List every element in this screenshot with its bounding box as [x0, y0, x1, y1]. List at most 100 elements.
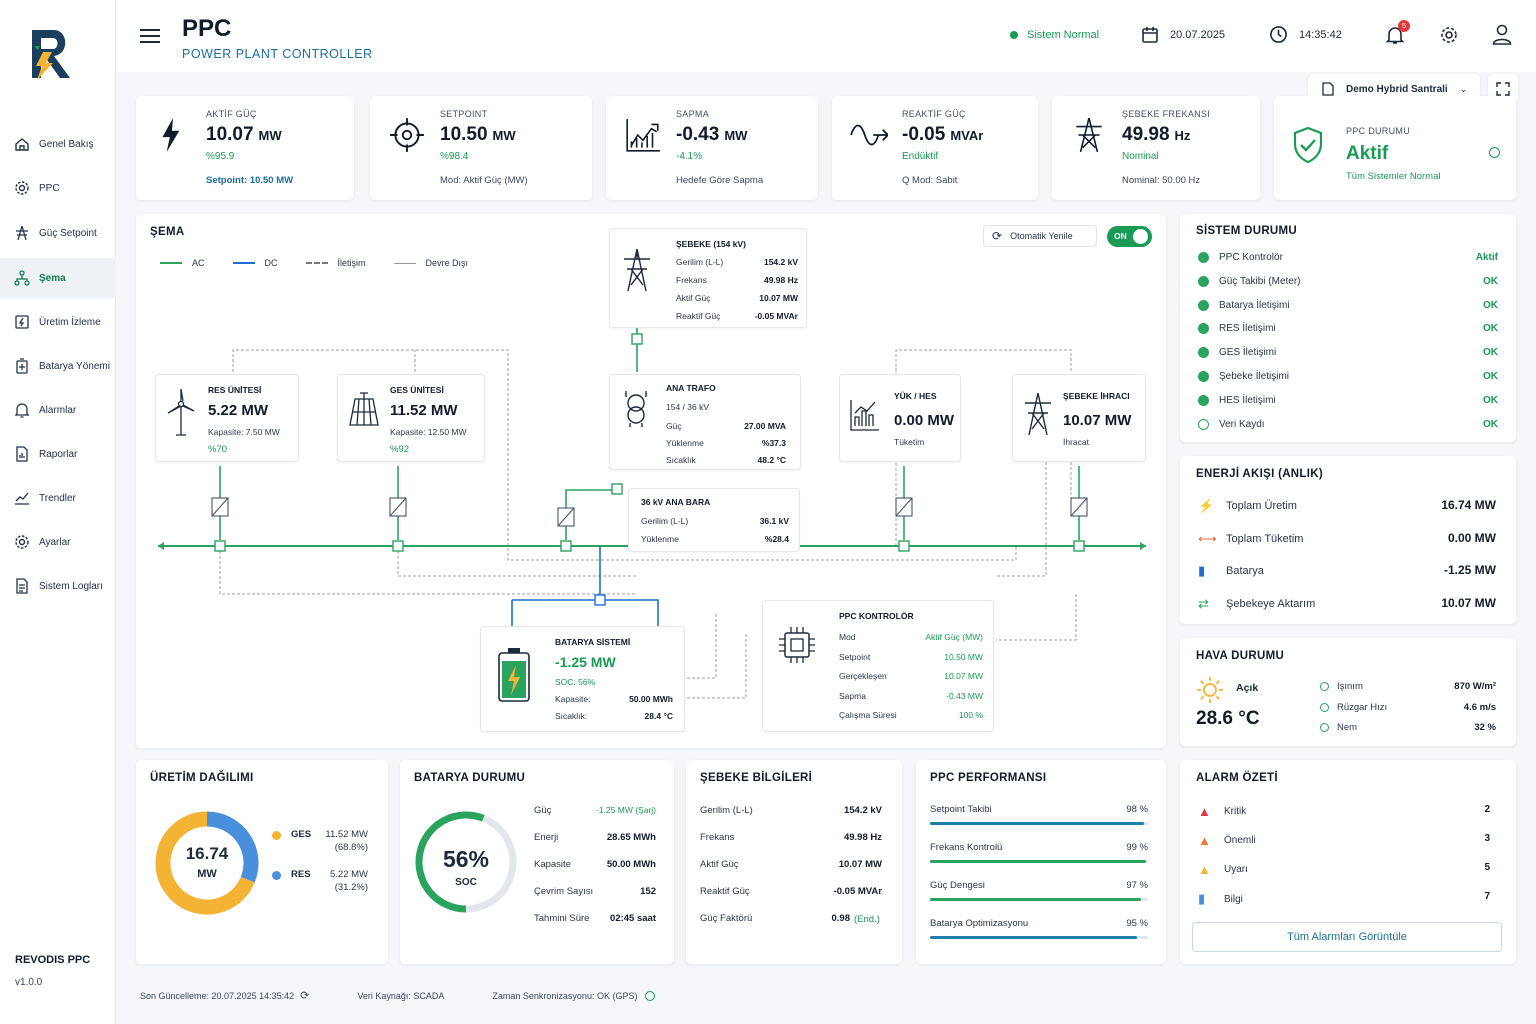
kpi-sub: Nominal — [1122, 151, 1159, 162]
ges-title: GES ÜNİTESİ — [390, 385, 444, 395]
row-value: %37.3 — [761, 438, 786, 448]
info-row: Güç 27.00 MVA — [666, 421, 786, 431]
settings-icon — [15, 535, 29, 549]
row-value: 10.07 MW — [759, 293, 798, 303]
sidebar-item-1[interactable]: PPC — [0, 168, 116, 208]
ges-node[interactable]: GES ÜNİTESİ 11.52 MW Kapasite: 12.50 MW … — [337, 374, 485, 462]
last-updated: Son Güncelleme: 20.07.2025 14:35:42 — [140, 990, 295, 1001]
info-row: Gerilim (L-L) 154.2 kV — [700, 805, 882, 816]
battery-status-panel: BATARYA DURUMU 56% SOC Güç -1.25 MW (Şarj… — [400, 760, 674, 964]
gear-icon[interactable] — [1439, 25, 1459, 45]
kpi-card: SAPMA -0.43 MW -4.1% Hedefe Göre Sapma — [606, 96, 818, 200]
load-node[interactable]: YÜK / HES 0.00 MW Tüketim — [839, 374, 961, 462]
flow-value: 16.74 MW — [1441, 498, 1496, 512]
refresh-icon: ⟳ — [992, 229, 1003, 243]
bell-icon[interactable] — [1385, 25, 1405, 45]
kpi-value-row: 10.07 MW — [206, 124, 282, 146]
status-value: Aktif — [1475, 252, 1498, 263]
status-label: Batarya İletişimi — [1219, 299, 1290, 311]
auto-refresh-button[interactable]: ⟳ Otomatik Yenile — [983, 225, 1097, 247]
kpi-value: 10.50 — [440, 124, 488, 145]
status-value: OK — [1483, 394, 1498, 406]
status-row: Batarya İletişimi OK — [1198, 299, 1498, 311]
bidirectional-arrow-icon: ⟷ — [1198, 530, 1217, 546]
sidebar-item-7[interactable]: Raporlar — [0, 434, 116, 474]
kpi-sub: Endüktif — [902, 151, 939, 162]
sidebar-item-9[interactable]: Ayarlar — [0, 522, 116, 562]
res-title: RES ÜNİTESİ — [208, 385, 262, 395]
chip-icon — [779, 627, 815, 663]
ppc-controller-node[interactable]: PPC KONTROLÖR Mod Aktif Güç (MW) Setpoint 1… — [762, 600, 994, 732]
perf-bar-fill — [930, 860, 1146, 863]
sync-ok-icon — [645, 990, 656, 1001]
kpi-value: -0.05 — [902, 124, 946, 145]
alarm-label: Önemli — [1224, 835, 1256, 846]
row-label: Gerilim (L-L) — [641, 516, 689, 526]
energy-flow-panel: ENERJİ AKIŞI (ANLIK) ⚡ Toplam Üretim 16.74… — [1180, 456, 1516, 624]
flow-row: ⟷ Toplam Tüketim 0.00 MW — [1198, 531, 1496, 547]
lightning-icon: ⚡ — [1198, 498, 1215, 513]
bus-node[interactable]: 36 kV ANA BARA Gerilim (L-L) 36.1 kV Yükle… — [628, 488, 800, 552]
kpi-value: 49.98 — [1122, 124, 1170, 145]
sidebar-item-2[interactable]: Güç Setpoint — [0, 213, 116, 253]
row-value: 154.2 kV — [763, 257, 798, 267]
tower-icon — [16, 225, 28, 241]
info-row: Güç Faktörü 0.98 — [700, 913, 850, 924]
trafo-node[interactable]: ANA TRAFO 154 / 36 kV Güç 27.00 MVA Yüklen… — [609, 374, 801, 470]
sun-icon — [1197, 677, 1223, 703]
sidebar-item-6[interactable]: Alarmlar — [0, 390, 116, 430]
export-value: 10.07 MW — [1063, 412, 1132, 429]
grid-node[interactable]: ŞEBEKE (154 kV) Gerilim (L-L) 154.2 kV Fre… — [609, 228, 807, 328]
perf-bar-track — [930, 822, 1148, 825]
sidebar-item-label: Sistem Logları — [39, 580, 103, 592]
sidebar-item-3[interactable]: Şema — [0, 258, 116, 298]
view-all-alarms-button[interactable]: Tüm Alarmları Görüntüle — [1192, 922, 1502, 952]
auto-refresh-toggle[interactable]: ON — [1107, 226, 1152, 247]
toggle-label: ON — [1114, 231, 1127, 241]
kpi-note: Mod: Aktif Güç (MW) — [440, 175, 528, 186]
weather-label-wrap: Işınım — [1320, 681, 1363, 692]
fullscreen-icon — [1496, 82, 1510, 96]
row-label: Kapasite — [534, 859, 571, 870]
legend-percent: (68.8%) — [334, 842, 368, 853]
perf-label: Batarya Optimizasyonu — [930, 918, 1029, 929]
alarm-label: Kritik — [1224, 806, 1247, 817]
sidebar-item-label: Raporlar — [39, 448, 78, 460]
perf-row: Batarya Optimizasyonu 95 % — [930, 918, 1148, 929]
row-label: Aktif Güç — [700, 859, 739, 870]
sidebar-item-8[interactable]: Trendler — [0, 478, 116, 518]
row-value: 154.2 kV — [843, 805, 882, 816]
check-circle-icon — [1198, 394, 1209, 406]
status-label-wrap: Şebeke İletişimi — [1198, 371, 1289, 382]
critical-warning-icon: ▲ — [1198, 804, 1211, 819]
pylon-icon — [624, 248, 650, 292]
export-title: ŞEBEKE İHRACI — [1063, 391, 1130, 401]
refresh-small-icon[interactable]: ⟳ — [300, 990, 310, 1002]
kpi-unit: Hz — [1174, 128, 1191, 143]
data-source: Veri Kaynağı: SCADA — [357, 990, 445, 1001]
battery-title: BATARYA SİSTEMİ — [555, 637, 631, 647]
export-node[interactable]: ŞEBEKE İHRACI 10.07 MW İhracat — [1012, 374, 1146, 462]
row-value: Aktif Güç (MW) — [925, 632, 983, 642]
res-node[interactable]: RES ÜNİTESİ 5.22 MW Kapasite: 7.50 MW %7… — [155, 374, 299, 462]
lightning-icon — [162, 118, 180, 152]
kpi-unit: MW — [258, 128, 282, 143]
export-sub: İhracat — [1063, 437, 1089, 447]
menu-icon[interactable] — [140, 28, 160, 44]
kpi-sub: %95.9 — [206, 151, 235, 162]
alarm-label-wrap: ▲ Uyarı — [1198, 862, 1248, 877]
sidebar-item-10[interactable]: Sistem Logları — [0, 566, 116, 606]
user-icon[interactable] — [1492, 24, 1512, 45]
check-circle-icon — [1198, 323, 1209, 335]
flow-label: Toplam Üretim — [1226, 500, 1297, 512]
top-bar: PPC POWER PLANT CONTROLLER Sistem Normal… — [116, 0, 1536, 72]
row-label: Sapma — [839, 690, 866, 701]
perf-bar-track — [930, 860, 1148, 863]
info-row: Mod Aktif Güç (MW) — [839, 632, 983, 642]
sidebar-item-5[interactable]: Batarya Yönemi — [0, 346, 116, 386]
battery-node[interactable]: BATARYA SİSTEMİ -1.25 MW SOC: 56% Kapasi… — [480, 626, 685, 732]
sidebar-item-0[interactable]: Genel Bakış — [0, 124, 116, 164]
perf-percent: 95 % — [1126, 918, 1148, 929]
sidebar-item-4[interactable]: Üretim İzleme — [0, 302, 116, 342]
major-warning-icon: ▲ — [1198, 833, 1211, 848]
